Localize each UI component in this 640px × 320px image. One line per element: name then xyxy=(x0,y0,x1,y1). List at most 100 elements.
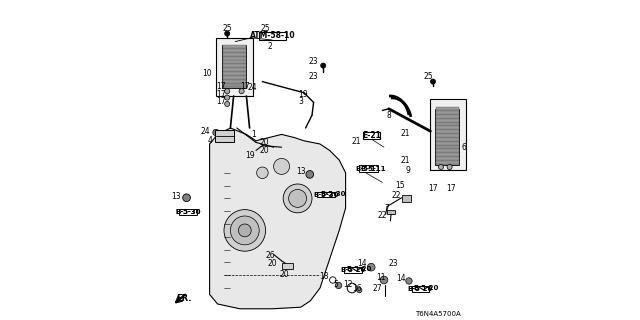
Bar xyxy=(282,263,293,269)
Circle shape xyxy=(306,171,314,178)
Bar xyxy=(223,72,246,75)
Bar xyxy=(412,286,429,292)
Bar xyxy=(387,210,396,214)
Bar xyxy=(223,80,246,83)
Circle shape xyxy=(239,224,252,237)
Text: 17: 17 xyxy=(447,184,456,193)
Bar xyxy=(435,134,459,137)
Bar xyxy=(216,38,253,96)
Circle shape xyxy=(438,164,444,170)
Text: 18: 18 xyxy=(319,272,329,281)
Text: 19: 19 xyxy=(244,151,254,160)
Text: 23: 23 xyxy=(308,72,319,81)
Bar xyxy=(435,119,459,122)
Text: 14: 14 xyxy=(396,274,406,283)
Bar xyxy=(223,64,246,67)
Circle shape xyxy=(380,276,388,284)
Text: 25: 25 xyxy=(222,24,232,33)
Text: 8: 8 xyxy=(387,111,391,120)
Text: 10: 10 xyxy=(202,69,212,78)
Text: B-5-11: B-5-11 xyxy=(360,166,385,172)
Bar xyxy=(402,195,411,202)
Text: 25: 25 xyxy=(424,72,434,81)
Bar xyxy=(435,126,459,129)
Text: 20: 20 xyxy=(259,146,269,155)
Text: B-5-30: B-5-30 xyxy=(320,191,346,196)
Text: E-21: E-21 xyxy=(362,131,381,140)
Bar xyxy=(223,53,246,56)
Circle shape xyxy=(183,194,191,202)
Circle shape xyxy=(212,129,219,136)
Text: 5: 5 xyxy=(333,280,338,289)
Circle shape xyxy=(263,31,268,36)
Circle shape xyxy=(274,158,290,174)
Circle shape xyxy=(284,184,312,213)
Text: T6N4A5700A: T6N4A5700A xyxy=(415,311,461,316)
Bar xyxy=(317,192,335,197)
Text: B-5-30: B-5-30 xyxy=(175,209,201,215)
Text: 22: 22 xyxy=(378,212,387,220)
Text: 17: 17 xyxy=(216,97,226,106)
Bar xyxy=(435,130,459,133)
Text: 21: 21 xyxy=(351,137,361,146)
Text: 24: 24 xyxy=(201,127,211,136)
Text: ATM-58-10: ATM-58-10 xyxy=(250,31,296,40)
Bar xyxy=(435,123,459,125)
Text: 15: 15 xyxy=(395,181,405,190)
Text: 12: 12 xyxy=(344,280,353,289)
Text: B-5-11: B-5-11 xyxy=(356,166,381,172)
Bar xyxy=(435,157,459,160)
Text: 17: 17 xyxy=(216,82,226,91)
Text: 13: 13 xyxy=(296,167,306,176)
Bar xyxy=(435,142,459,145)
Text: 14: 14 xyxy=(356,260,366,268)
Text: 2: 2 xyxy=(268,42,272,51)
Circle shape xyxy=(335,282,342,289)
Bar xyxy=(435,149,459,152)
Text: 23: 23 xyxy=(308,57,319,66)
Bar xyxy=(430,99,466,170)
Circle shape xyxy=(321,63,326,68)
Circle shape xyxy=(367,263,375,271)
Text: B-5-20: B-5-20 xyxy=(340,267,365,273)
Bar xyxy=(435,107,459,110)
Circle shape xyxy=(357,288,362,293)
Bar xyxy=(215,130,234,142)
Text: B-5-30: B-5-30 xyxy=(313,192,339,197)
Circle shape xyxy=(224,210,266,251)
Bar xyxy=(223,60,246,63)
Text: 16: 16 xyxy=(352,284,362,293)
Circle shape xyxy=(230,216,259,245)
Text: 17: 17 xyxy=(240,82,250,91)
Text: 26: 26 xyxy=(266,252,275,260)
Text: 6: 6 xyxy=(461,143,467,152)
Text: 17: 17 xyxy=(216,90,226,99)
Bar xyxy=(435,146,459,148)
Circle shape xyxy=(447,164,452,170)
Circle shape xyxy=(225,31,230,36)
Text: 25: 25 xyxy=(260,24,271,33)
Bar xyxy=(223,49,246,52)
Bar xyxy=(344,267,362,273)
Text: 20: 20 xyxy=(279,270,289,279)
Bar xyxy=(223,45,246,88)
Bar xyxy=(223,84,246,86)
Text: 23: 23 xyxy=(388,259,398,268)
Text: FR.: FR. xyxy=(176,294,192,303)
Bar xyxy=(223,57,246,60)
Polygon shape xyxy=(210,128,346,309)
Text: B-5-20: B-5-20 xyxy=(408,286,433,292)
Text: 27: 27 xyxy=(372,284,383,293)
Circle shape xyxy=(347,283,357,293)
Bar xyxy=(223,45,246,48)
Text: 22: 22 xyxy=(391,191,401,200)
Bar xyxy=(435,109,460,165)
Text: B-5-20: B-5-20 xyxy=(346,267,372,272)
Circle shape xyxy=(406,278,412,284)
Bar xyxy=(435,138,459,141)
Circle shape xyxy=(225,95,230,100)
Text: 9: 9 xyxy=(405,166,410,175)
Bar xyxy=(359,165,378,172)
Text: B-5-30: B-5-30 xyxy=(175,209,201,215)
Bar xyxy=(435,161,459,164)
